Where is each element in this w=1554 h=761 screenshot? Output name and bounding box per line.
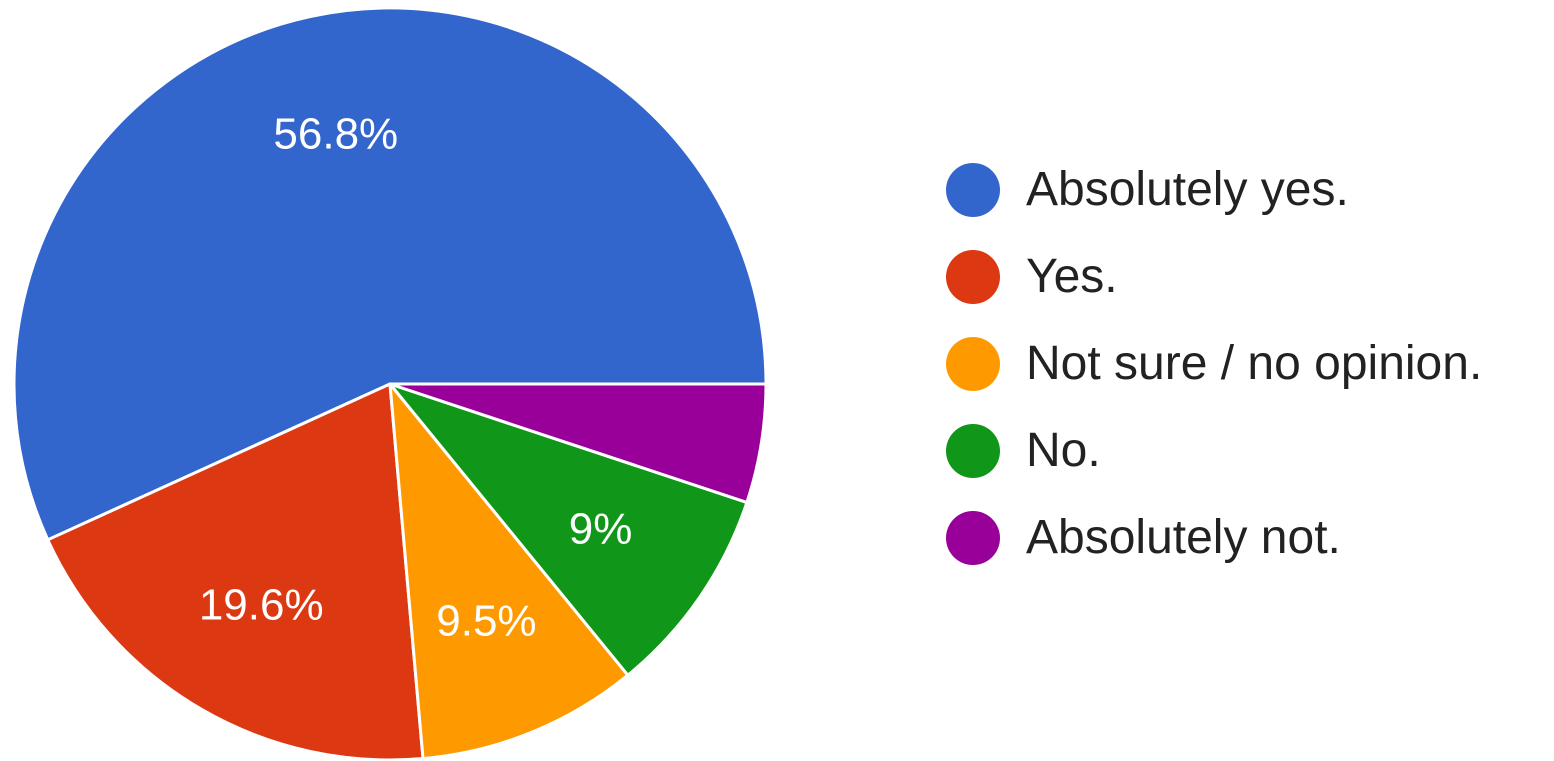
legend-item-not-sure: Not sure / no opinion. — [946, 320, 1482, 407]
legend-label: Absolutely not. — [1026, 511, 1341, 564]
legend-swatch — [946, 423, 1000, 478]
slice-label-3: 9.5% — [436, 596, 536, 645]
legend-item-no: No. — [946, 407, 1482, 494]
legend-item-absolutely-not: Absolutely not. — [946, 494, 1482, 581]
legend-label: Yes. — [1026, 250, 1118, 303]
legend-swatch — [946, 336, 1000, 391]
legend-label: Not sure / no opinion. — [1026, 337, 1483, 390]
pie-slice-1 — [12, 6, 768, 542]
slice-label-1: 56.8% — [273, 110, 398, 159]
pie-slice-5 — [388, 382, 768, 504]
legend-item-absolutely-yes: Absolutely yes. — [946, 146, 1482, 233]
pie-slice-4 — [388, 382, 749, 677]
legend-swatch — [946, 249, 1000, 304]
legend-label: Absolutely yes. — [1026, 163, 1349, 216]
legend-label: No. — [1026, 424, 1101, 477]
pie-slice-3 — [388, 382, 630, 761]
slice-label-2: 19.6% — [199, 580, 324, 629]
legend-item-yes: Yes. — [946, 233, 1482, 320]
slice-label-4: 9% — [569, 505, 633, 554]
pie-slice-2 — [46, 382, 425, 761]
legend-swatch — [946, 510, 1000, 565]
legend: Absolutely yes. Yes. Not sure / no opini… — [946, 146, 1482, 581]
legend-swatch — [946, 162, 1000, 217]
